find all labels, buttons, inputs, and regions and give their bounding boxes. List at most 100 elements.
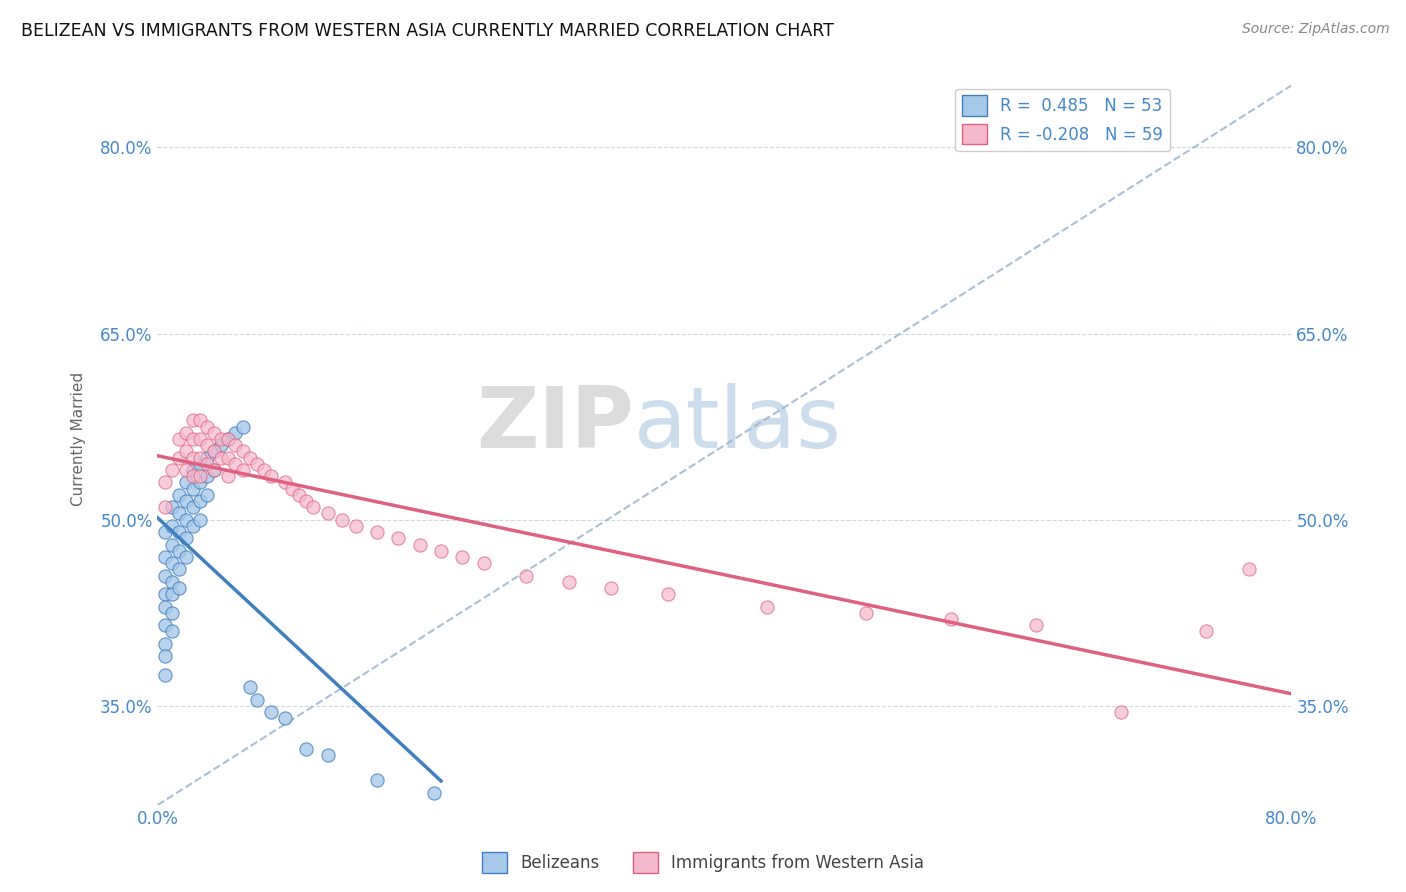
- Point: [160, 587, 183, 601]
- Point: [181, 463, 204, 477]
- Y-axis label: Currently Married: Currently Married: [72, 372, 86, 506]
- Point: [281, 482, 304, 496]
- Text: atlas: atlas: [634, 383, 842, 466]
- Text: ZIP: ZIP: [477, 383, 634, 466]
- Point: [217, 432, 239, 446]
- Point: [260, 469, 283, 483]
- Point: [195, 438, 218, 452]
- Point: [181, 432, 204, 446]
- Point: [188, 413, 211, 427]
- Point: [217, 432, 239, 446]
- Point: [188, 457, 211, 471]
- Point: [160, 463, 183, 477]
- Point: [423, 786, 446, 800]
- Point: [153, 637, 176, 651]
- Point: [274, 475, 297, 490]
- Point: [1237, 562, 1260, 576]
- Point: [274, 711, 297, 725]
- Legend: R =  0.485   N = 53, R = -0.208   N = 59: R = 0.485 N = 53, R = -0.208 N = 59: [955, 88, 1170, 151]
- Point: [153, 500, 176, 515]
- Point: [224, 438, 246, 452]
- Point: [202, 444, 225, 458]
- Point: [253, 463, 276, 477]
- Point: [153, 599, 176, 614]
- Text: Source: ZipAtlas.com: Source: ZipAtlas.com: [1241, 22, 1389, 37]
- Point: [174, 494, 197, 508]
- Point: [246, 692, 269, 706]
- Point: [330, 513, 353, 527]
- Point: [181, 519, 204, 533]
- Point: [316, 748, 339, 763]
- Point: [855, 606, 877, 620]
- Point: [288, 488, 311, 502]
- Point: [202, 444, 225, 458]
- Point: [174, 513, 197, 527]
- Point: [366, 773, 388, 788]
- Point: [246, 457, 269, 471]
- Point: [232, 419, 254, 434]
- Point: [557, 574, 579, 589]
- Point: [188, 469, 211, 483]
- Point: [430, 543, 453, 558]
- Point: [224, 425, 246, 440]
- Point: [202, 425, 225, 440]
- Point: [153, 618, 176, 632]
- Point: [195, 488, 218, 502]
- Text: BELIZEAN VS IMMIGRANTS FROM WESTERN ASIA CURRENTLY MARRIED CORRELATION CHART: BELIZEAN VS IMMIGRANTS FROM WESTERN ASIA…: [21, 22, 834, 40]
- Point: [217, 469, 239, 483]
- Point: [181, 450, 204, 465]
- Point: [366, 525, 388, 540]
- Point: [160, 624, 183, 639]
- Point: [387, 531, 409, 545]
- Point: [209, 432, 232, 446]
- Point: [167, 543, 190, 558]
- Point: [153, 568, 176, 582]
- Point: [174, 463, 197, 477]
- Point: [160, 574, 183, 589]
- Point: [188, 450, 211, 465]
- Point: [181, 469, 204, 483]
- Point: [188, 432, 211, 446]
- Point: [181, 500, 204, 515]
- Point: [1195, 624, 1218, 639]
- Point: [224, 457, 246, 471]
- Point: [217, 450, 239, 465]
- Legend: Belizeans, Immigrants from Western Asia: Belizeans, Immigrants from Western Asia: [475, 846, 931, 880]
- Point: [451, 549, 474, 564]
- Point: [167, 488, 190, 502]
- Point: [1025, 618, 1047, 632]
- Point: [295, 742, 318, 756]
- Point: [167, 581, 190, 595]
- Point: [167, 525, 190, 540]
- Point: [600, 581, 623, 595]
- Point: [1111, 705, 1133, 719]
- Point: [160, 556, 183, 570]
- Point: [239, 680, 262, 694]
- Point: [202, 463, 225, 477]
- Point: [232, 463, 254, 477]
- Point: [209, 450, 232, 465]
- Point: [202, 463, 225, 477]
- Point: [515, 568, 537, 582]
- Point: [344, 519, 367, 533]
- Point: [160, 537, 183, 551]
- Point: [174, 444, 197, 458]
- Point: [153, 525, 176, 540]
- Point: [209, 438, 232, 452]
- Point: [195, 457, 218, 471]
- Point: [316, 507, 339, 521]
- Point: [302, 500, 325, 515]
- Point: [153, 649, 176, 664]
- Point: [153, 587, 176, 601]
- Point: [409, 537, 432, 551]
- Point: [188, 494, 211, 508]
- Point: [472, 556, 495, 570]
- Point: [188, 475, 211, 490]
- Point: [260, 705, 283, 719]
- Point: [181, 413, 204, 427]
- Point: [153, 549, 176, 564]
- Point: [160, 500, 183, 515]
- Point: [195, 469, 218, 483]
- Point: [195, 450, 218, 465]
- Point: [232, 444, 254, 458]
